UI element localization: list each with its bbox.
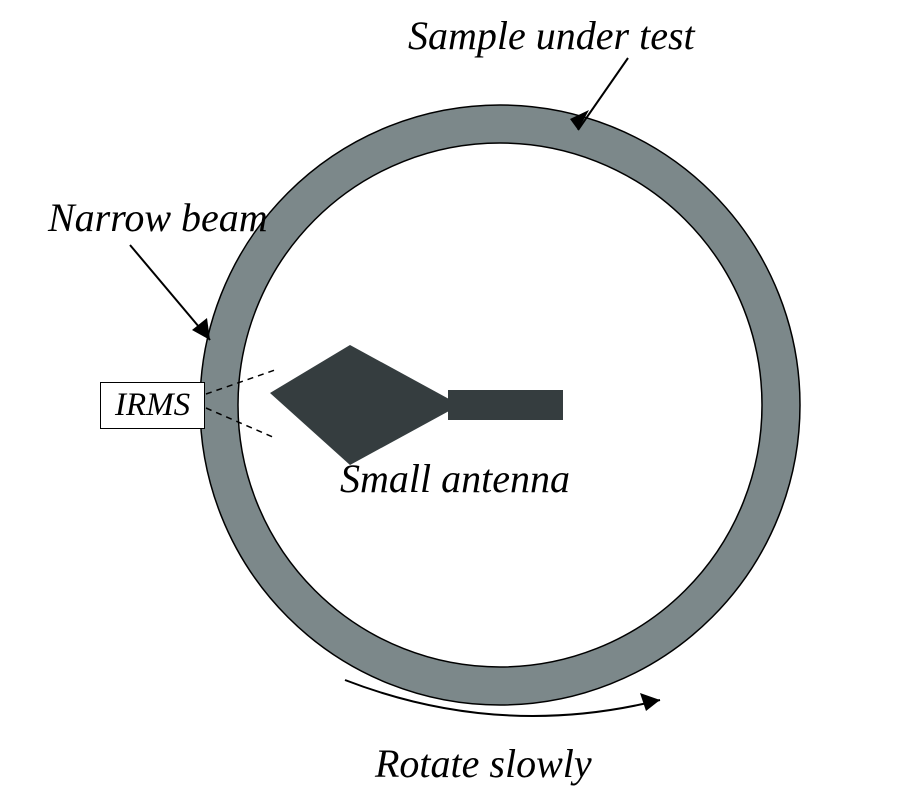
antenna-feed [448, 390, 563, 420]
rotate-label: Rotate slowly [375, 740, 592, 787]
small-antenna-label: Small antenna [340, 455, 570, 502]
irms-text: IRMS [115, 387, 190, 423]
narrow-beam-label: Narrow beam [48, 194, 268, 241]
narrow-beam-arrow [130, 245, 210, 340]
irms-box: IRMS [100, 382, 205, 429]
sample-label: Sample under test [408, 12, 695, 59]
sample-arrow [570, 58, 628, 130]
